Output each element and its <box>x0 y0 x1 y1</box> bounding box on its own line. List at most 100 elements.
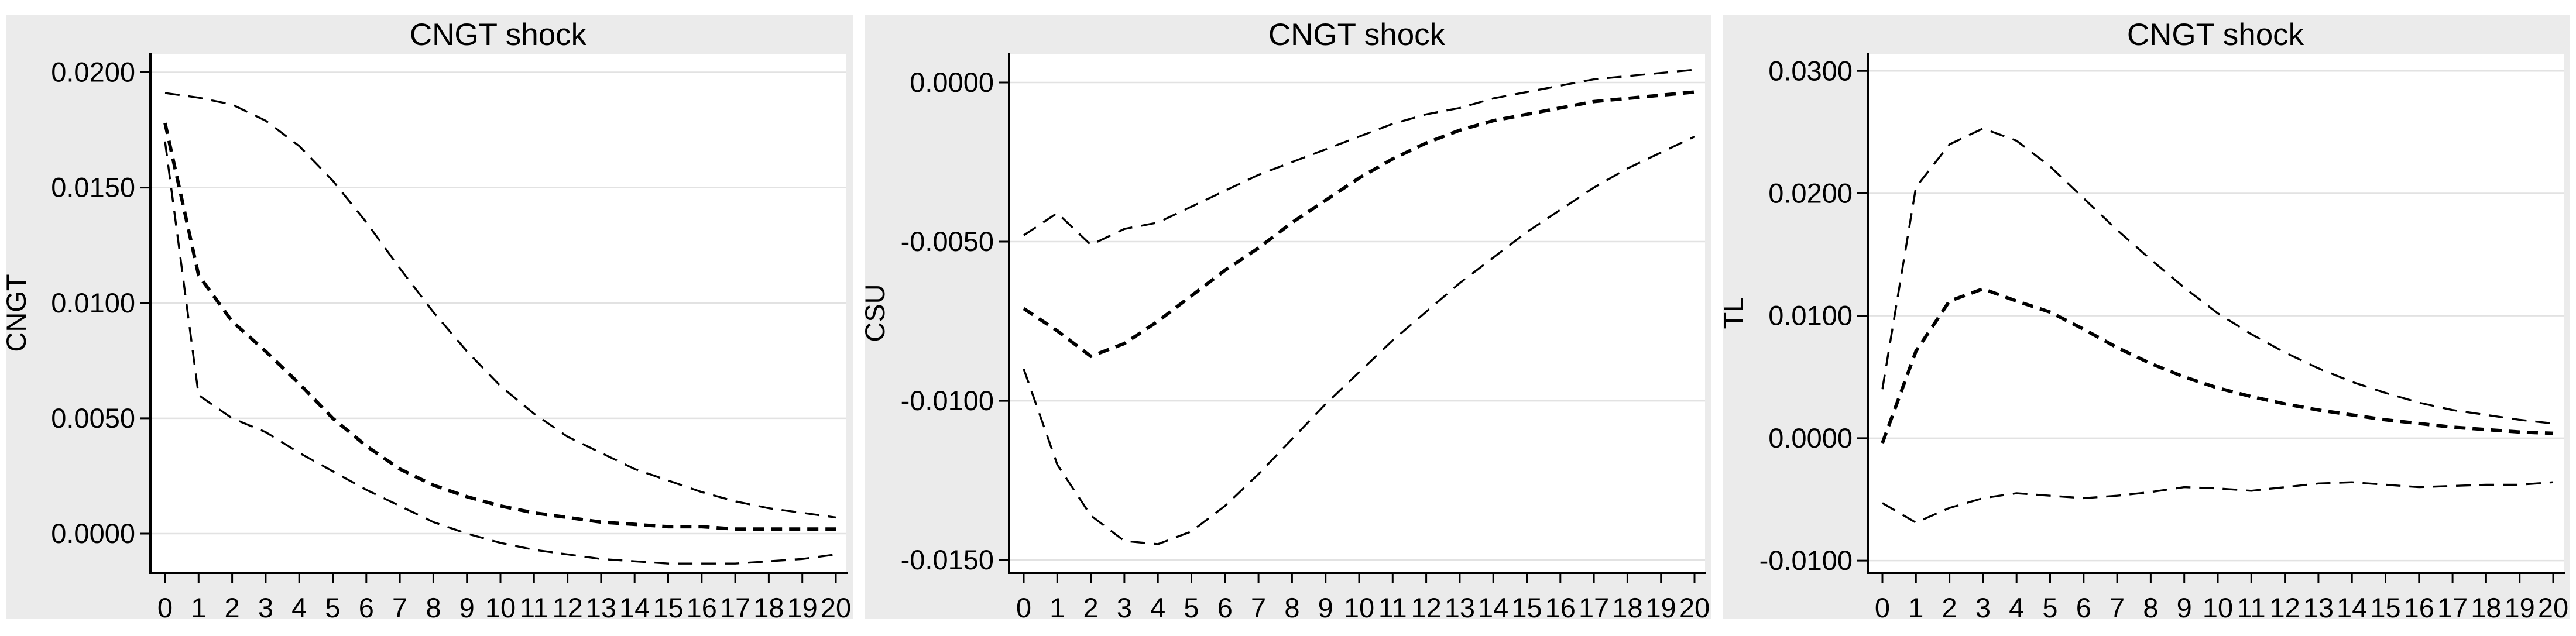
chart-title: CNGT shock <box>410 18 587 52</box>
y-axis-label: CSU <box>865 284 890 342</box>
x-tick-label: 14 <box>2337 592 2367 619</box>
x-tick-label: 4 <box>291 592 307 619</box>
y-tick-label: -0.0100 <box>901 385 994 416</box>
series-upper-band <box>164 92 836 519</box>
x-tick-label: 10 <box>1344 592 1374 619</box>
series-lower-band <box>164 141 836 565</box>
x-tick-label: 12 <box>552 592 582 619</box>
x-tick-label: 12 <box>1411 592 1441 619</box>
x-tick-label: 13 <box>586 592 616 619</box>
x-tick-label: 4 <box>1150 592 1165 619</box>
x-tick-label: 11 <box>1378 592 1407 619</box>
x-tick-label: 10 <box>2203 592 2233 619</box>
x-tick-label: 11 <box>520 592 548 619</box>
x-tick-label: 19 <box>787 592 818 619</box>
x-tick-label: 18 <box>1612 592 1642 619</box>
x-tick-label: 2 <box>1942 592 1957 619</box>
x-tick-label: 3 <box>258 592 273 619</box>
x-tick-label: 8 <box>2143 592 2158 619</box>
y-tick-label: -0.0050 <box>901 226 994 257</box>
x-tick-label: 12 <box>2269 592 2300 619</box>
x-tick-label: 17 <box>1579 592 1609 619</box>
y-tick-label: 0.0300 <box>1768 55 1853 86</box>
x-tick-label: 6 <box>1217 592 1233 619</box>
y-tick-label: 0.0000 <box>1768 422 1853 453</box>
x-tick-label: 17 <box>720 592 750 619</box>
y-axis-label: TL <box>1723 297 1749 329</box>
x-tick-label: 15 <box>1511 592 1542 619</box>
series-irf <box>163 122 836 531</box>
chart-title: CNGT shock <box>1268 18 1446 52</box>
x-tick-label: 7 <box>1251 592 1266 619</box>
x-tick-label: 8 <box>426 592 441 619</box>
series-irf <box>1023 90 1695 359</box>
x-tick-label: 16 <box>2404 592 2434 619</box>
plot-area <box>1009 54 1705 573</box>
series-lower-band <box>1023 135 1695 545</box>
x-tick-label: 1 <box>1049 592 1065 619</box>
x-tick-label: 0 <box>157 592 173 619</box>
x-tick-label: 15 <box>2370 592 2400 619</box>
x-tick-label: 11 <box>2237 592 2266 619</box>
y-tick-label: 0.0100 <box>51 287 135 318</box>
irf-panel-tl: 0.0300 0.0200 0.0100 0.0000 -0.0100 0 1 2 3 4 5 6 7 8… <box>1723 15 2570 619</box>
series-irf <box>1881 287 2554 444</box>
x-tick-label: 20 <box>2538 592 2568 619</box>
y-tick-label: 0.0100 <box>1768 300 1853 331</box>
x-tick-label: 9 <box>459 592 475 619</box>
x-tick-label: 4 <box>2009 592 2024 619</box>
x-tick-label: 15 <box>653 592 683 619</box>
x-tick-label: 8 <box>1284 592 1299 619</box>
x-tick-label: 9 <box>2177 592 2192 619</box>
plot-area <box>1868 54 2564 573</box>
y-tick-label: 0.0200 <box>51 57 135 88</box>
x-tick-label: 1 <box>191 592 206 619</box>
x-tick-label: 16 <box>1545 592 1576 619</box>
y-tick-label: 0.0000 <box>51 518 135 549</box>
x-tick-label: 20 <box>821 592 851 619</box>
series-upper-band <box>1881 127 2554 425</box>
x-tick-label: 0 <box>1016 592 1031 619</box>
y-tick-label: -0.0100 <box>1759 545 1853 576</box>
y-axis-label: CNGT <box>6 274 32 352</box>
y-tick-label: 0.0150 <box>51 172 135 203</box>
x-tick-label: 3 <box>1117 592 1132 619</box>
x-tick-label: 14 <box>619 592 650 619</box>
x-tick-label: 10 <box>485 592 516 619</box>
irf-panel-cngt: 0.0000 0.0050 0.0100 0.0150 0.0200 0 1 2 3 4 5 6 7 8 9… <box>6 15 853 619</box>
x-tick-label: 17 <box>2437 592 2468 619</box>
irf-chart-svg: 0.0000 0.0050 0.0100 0.0150 0.0200 0 1 2 3 4 5 6 7 8 9… <box>6 15 853 619</box>
x-tick-label: 13 <box>2303 592 2334 619</box>
series-lower-band <box>1882 481 2554 524</box>
x-tick-label: 16 <box>687 592 717 619</box>
x-tick-label: 7 <box>2109 592 2125 619</box>
x-tick-label: 19 <box>1646 592 1676 619</box>
y-tick-label: 0.0050 <box>51 403 135 434</box>
x-tick-label: 18 <box>753 592 784 619</box>
chart-title: CNGT shock <box>2127 18 2304 52</box>
x-tick-label: 5 <box>1184 592 1199 619</box>
y-tick-label: -0.0150 <box>901 544 994 575</box>
series-upper-band <box>1023 68 1695 246</box>
x-tick-label: 14 <box>1478 592 1508 619</box>
y-tick-label: 0.0200 <box>1768 177 1853 208</box>
plot-area <box>150 54 846 573</box>
x-tick-label: 0 <box>1875 592 1890 619</box>
x-tick-label: 7 <box>392 592 407 619</box>
x-tick-label: 20 <box>1679 592 1710 619</box>
x-tick-label: 13 <box>1445 592 1475 619</box>
x-tick-label: 19 <box>2505 592 2535 619</box>
x-tick-label: 6 <box>359 592 374 619</box>
x-tick-label: 3 <box>1975 592 1991 619</box>
x-tick-label: 5 <box>325 592 340 619</box>
irf-panel-csu: 0.0000 -0.0050 -0.0100 -0.0150 0 1 2 3 4 5 6 7 8 9 10 1… <box>865 15 1711 619</box>
x-tick-label: 9 <box>1318 592 1333 619</box>
x-tick-label: 2 <box>1083 592 1099 619</box>
x-tick-label: 18 <box>2471 592 2501 619</box>
x-tick-label: 1 <box>1908 592 1923 619</box>
y-tick-label: 0.0000 <box>910 67 994 98</box>
x-tick-label: 6 <box>2076 592 2091 619</box>
